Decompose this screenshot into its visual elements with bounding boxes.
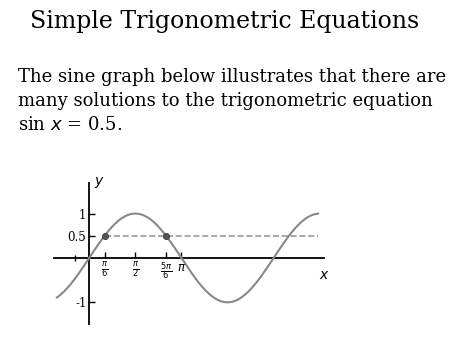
Text: The sine graph below illustrates that there are
many solutions to the trigonomet: The sine graph below illustrates that th… — [18, 68, 446, 134]
Text: $y$: $y$ — [94, 175, 105, 190]
Text: $x$: $x$ — [319, 268, 329, 282]
Text: Simple Trigonometric Equations: Simple Trigonometric Equations — [31, 10, 419, 33]
